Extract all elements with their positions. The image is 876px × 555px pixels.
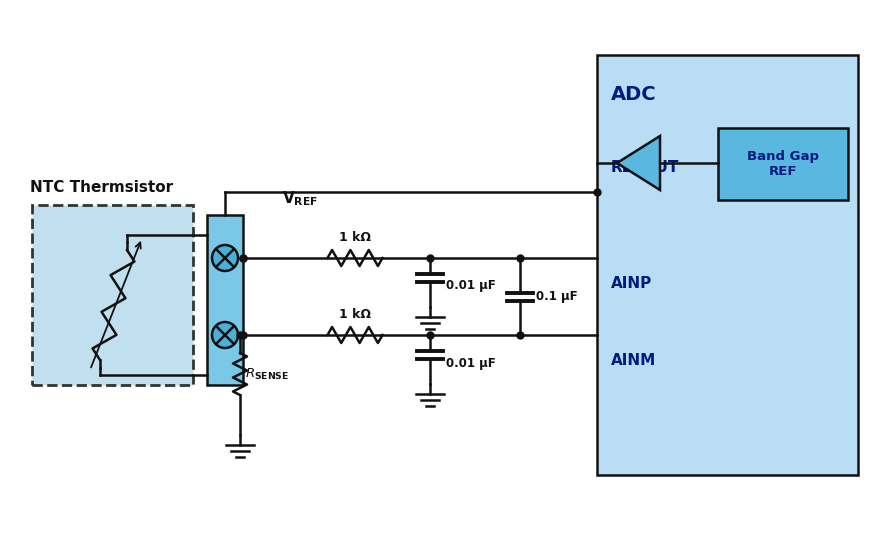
Text: NTC Thermsistor: NTC Thermsistor bbox=[30, 180, 173, 195]
Polygon shape bbox=[617, 136, 660, 190]
Bar bbox=[32, 205, 193, 385]
Text: 0.01 μF: 0.01 μF bbox=[446, 356, 496, 370]
Text: 1 kΩ: 1 kΩ bbox=[339, 308, 371, 321]
Bar bbox=[597, 55, 858, 475]
Text: AINP: AINP bbox=[611, 276, 653, 291]
Text: 1 kΩ: 1 kΩ bbox=[339, 231, 371, 244]
Text: REFOUT: REFOUT bbox=[611, 160, 680, 175]
Text: 0.01 μF: 0.01 μF bbox=[446, 280, 496, 292]
Text: $R_{\mathbf{SENSE}}$: $R_{\mathbf{SENSE}}$ bbox=[245, 366, 289, 381]
Text: AINM: AINM bbox=[611, 353, 656, 368]
Text: $\mathbf{V}_{\mathbf{REF}}$: $\mathbf{V}_{\mathbf{REF}}$ bbox=[282, 189, 318, 208]
Bar bbox=[207, 215, 243, 385]
Text: Band Gap
REF: Band Gap REF bbox=[747, 150, 819, 178]
Bar bbox=[718, 128, 848, 200]
Circle shape bbox=[212, 245, 238, 271]
Text: 0.1 μF: 0.1 μF bbox=[536, 290, 577, 303]
Circle shape bbox=[212, 322, 238, 348]
Text: ADC: ADC bbox=[611, 85, 657, 104]
